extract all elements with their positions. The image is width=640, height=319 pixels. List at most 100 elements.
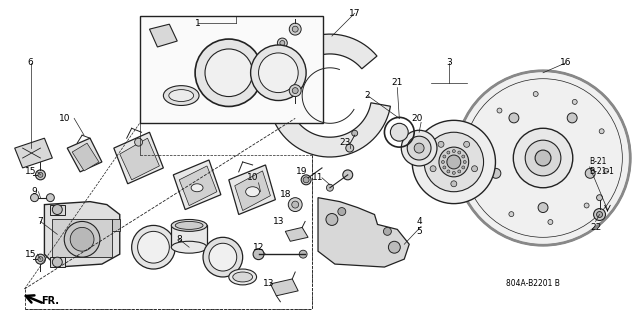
Bar [172,226,207,247]
Text: 17: 17 [349,9,360,18]
Ellipse shape [169,90,194,101]
Bar [51,257,65,267]
Ellipse shape [175,221,203,229]
Circle shape [585,168,595,178]
Circle shape [482,182,487,187]
Circle shape [447,151,450,154]
Text: 7: 7 [38,217,44,226]
Bar [52,219,112,257]
Circle shape [596,211,602,218]
Circle shape [535,150,551,166]
Circle shape [299,250,307,258]
Circle shape [462,166,465,169]
Ellipse shape [229,269,257,285]
Text: 804A-B2201 B: 804A-B2201 B [506,279,560,288]
Circle shape [525,140,561,176]
Circle shape [52,204,62,214]
Circle shape [442,160,444,163]
Text: 2: 2 [365,91,371,100]
Circle shape [463,160,466,163]
Circle shape [289,85,301,97]
Text: B-21-1: B-21-1 [589,167,614,176]
Circle shape [64,221,100,257]
Circle shape [195,39,262,107]
Circle shape [462,155,465,158]
Circle shape [383,227,392,235]
Text: B-21: B-21 [589,158,607,167]
Circle shape [447,155,461,169]
Circle shape [412,120,495,204]
Circle shape [280,41,285,46]
Circle shape [567,113,577,123]
Circle shape [401,130,437,166]
Circle shape [138,231,170,263]
Circle shape [584,203,589,208]
Polygon shape [235,171,271,211]
Text: 8: 8 [177,235,182,244]
Ellipse shape [246,187,260,197]
Circle shape [292,88,298,93]
Polygon shape [15,138,52,168]
Circle shape [303,177,309,183]
Text: 18: 18 [280,190,291,199]
Circle shape [292,201,299,208]
Text: 4: 4 [416,217,422,226]
Circle shape [463,141,470,147]
Circle shape [203,237,243,277]
Polygon shape [318,198,409,267]
Text: 6: 6 [28,58,33,67]
Circle shape [277,38,287,48]
Circle shape [352,130,358,136]
Circle shape [443,166,446,169]
Circle shape [451,181,457,187]
Ellipse shape [191,184,203,192]
Text: 3: 3 [446,58,452,67]
Circle shape [443,155,446,158]
Circle shape [439,147,468,177]
Text: 10: 10 [247,173,259,182]
Polygon shape [150,24,177,47]
Circle shape [452,150,455,152]
Text: 11: 11 [312,173,324,182]
Circle shape [513,128,573,188]
Circle shape [509,211,514,217]
Circle shape [477,143,483,148]
Circle shape [288,198,302,211]
Polygon shape [229,165,275,214]
Circle shape [31,194,38,202]
Polygon shape [271,279,298,296]
Circle shape [134,138,143,146]
Circle shape [35,170,45,180]
Circle shape [424,132,484,192]
Text: 5: 5 [416,227,422,236]
Circle shape [458,170,461,173]
Text: 1: 1 [195,19,201,28]
Circle shape [338,208,346,216]
Polygon shape [285,227,308,241]
Ellipse shape [172,241,207,253]
Text: 13: 13 [262,279,274,288]
Circle shape [414,143,424,153]
Polygon shape [173,160,221,210]
Ellipse shape [163,85,199,106]
Polygon shape [120,138,159,180]
Circle shape [259,53,298,93]
Circle shape [326,184,333,191]
Circle shape [292,26,298,32]
Circle shape [472,166,477,172]
Circle shape [38,257,43,262]
Circle shape [407,136,431,160]
Bar [112,219,120,231]
Circle shape [47,194,54,202]
Circle shape [509,113,519,123]
Circle shape [596,195,602,201]
Circle shape [533,92,538,96]
Circle shape [289,23,301,35]
Circle shape [132,226,175,269]
Text: 13: 13 [273,217,284,226]
Circle shape [599,129,604,134]
Polygon shape [268,34,390,157]
Circle shape [456,71,630,245]
Text: 15: 15 [25,250,36,259]
Circle shape [593,209,605,220]
